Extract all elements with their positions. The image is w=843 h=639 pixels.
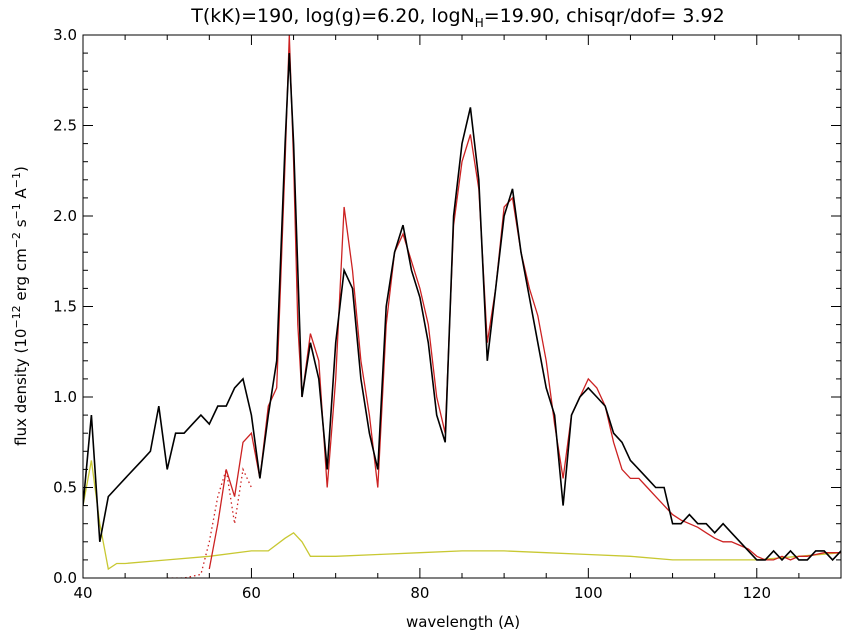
x-tick-label: 120: [742, 584, 771, 602]
x-axis-label: wavelength (A): [406, 613, 520, 631]
y-axis-label: flux density (10−12 erg cm−2 s−1 A−1): [10, 166, 30, 446]
series-background-line: [83, 460, 841, 571]
axes: 40 60 80 100 120 0.0 0.5 1.0 1.5 2.0 2.5 3.0: [53, 26, 842, 602]
series-model-dotted-line: [167, 467, 252, 578]
plot-area: [83, 35, 841, 578]
y-tick-label: 0.5: [53, 479, 77, 497]
chart-title: T(kK)=190, log(g)=6.20, logNH=19.90, chi…: [190, 5, 725, 30]
x-tick-label: 60: [242, 584, 261, 602]
series-model-line: [208, 35, 841, 570]
plot-frame: [82, 34, 842, 579]
y-tick-label: 2.5: [53, 117, 77, 135]
x-tick-label: 100: [574, 584, 603, 602]
y-tick-label: 3.0: [53, 26, 77, 44]
series-observed-line: [83, 53, 841, 562]
y-tick-label: 2.0: [53, 207, 77, 225]
y-tick-label: 0.0: [53, 569, 77, 587]
y-tick-label: 1.5: [53, 298, 77, 316]
y-tick-label: 1.0: [53, 388, 77, 406]
x-tick-label: 80: [410, 584, 429, 602]
x-tick-label: 40: [73, 584, 92, 602]
